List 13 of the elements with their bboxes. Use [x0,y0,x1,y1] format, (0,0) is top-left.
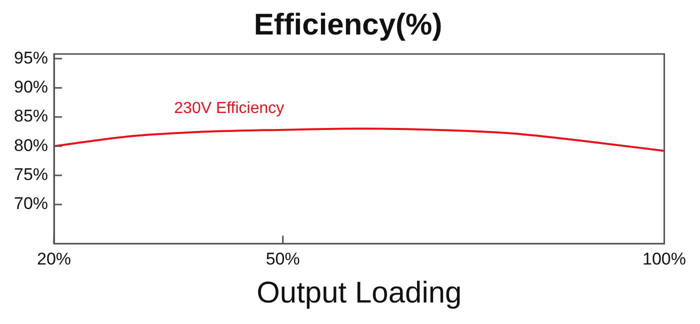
x-axis-title: Output Loading [256,276,462,310]
x-tick-label: 100% [642,249,686,268]
y-tick-label: 85% [14,106,48,126]
y-tick-label: 70% [14,194,48,214]
series-label: 230V Efficiency [174,100,284,118]
y-tick-label: 80% [14,136,48,155]
x-tick-label: 20% [37,249,72,268]
y-tick-label: 90% [14,78,48,97]
x-tick-label: 50% [266,249,300,268]
y-tick-label: 75% [14,165,48,184]
line-series [54,128,664,152]
y-tick-label: 95% [14,48,48,68]
chart-title: Efficiency(%) [254,8,442,42]
